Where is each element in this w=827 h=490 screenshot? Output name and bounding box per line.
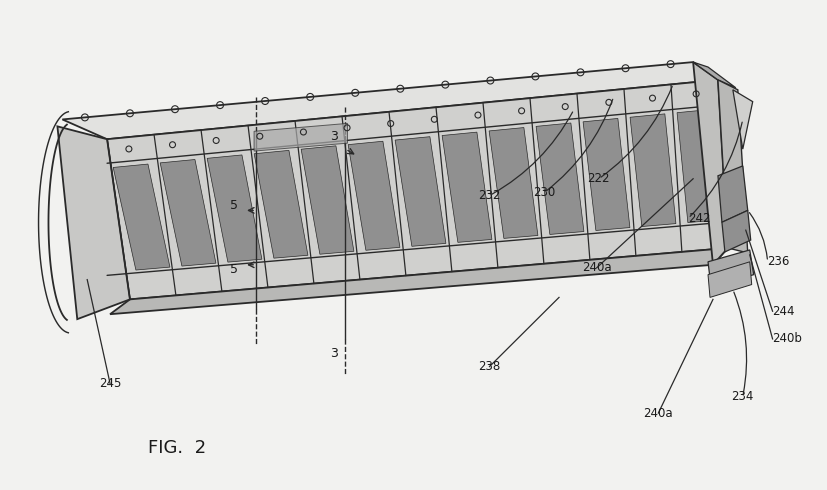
Polygon shape [160,160,216,266]
Polygon shape [207,155,261,262]
Text: 230: 230 [533,186,555,199]
Text: 5: 5 [230,263,238,276]
Polygon shape [732,90,752,149]
Polygon shape [692,62,735,88]
Text: 245: 245 [98,377,121,390]
Text: 244: 244 [772,305,794,318]
Polygon shape [442,132,491,243]
Text: 242: 242 [687,212,710,225]
Polygon shape [535,123,583,234]
Text: 240a: 240a [643,407,672,419]
Polygon shape [394,137,446,246]
Polygon shape [721,210,750,252]
Polygon shape [676,109,721,222]
Text: 240a: 240a [581,261,611,274]
Polygon shape [254,150,308,258]
Text: FIG.  2: FIG. 2 [147,439,205,457]
Text: 236: 236 [767,255,789,269]
Text: 238: 238 [478,360,500,373]
Text: 5: 5 [230,199,238,212]
Polygon shape [707,262,751,297]
Text: 3: 3 [329,130,337,143]
Polygon shape [254,123,347,151]
Polygon shape [57,126,130,319]
Polygon shape [707,250,753,287]
Polygon shape [629,114,675,226]
Polygon shape [110,248,727,314]
Polygon shape [301,146,353,254]
Polygon shape [582,119,629,230]
Polygon shape [692,62,727,265]
Text: 234: 234 [731,390,753,403]
Polygon shape [489,127,538,239]
Text: 222: 222 [587,172,609,185]
Polygon shape [347,141,399,250]
Text: 3: 3 [329,347,337,360]
Polygon shape [62,62,717,139]
Polygon shape [107,80,727,299]
Polygon shape [717,166,747,222]
Polygon shape [113,164,170,270]
Text: 240b: 240b [772,332,801,345]
Polygon shape [717,80,747,253]
Text: 232: 232 [478,189,500,202]
